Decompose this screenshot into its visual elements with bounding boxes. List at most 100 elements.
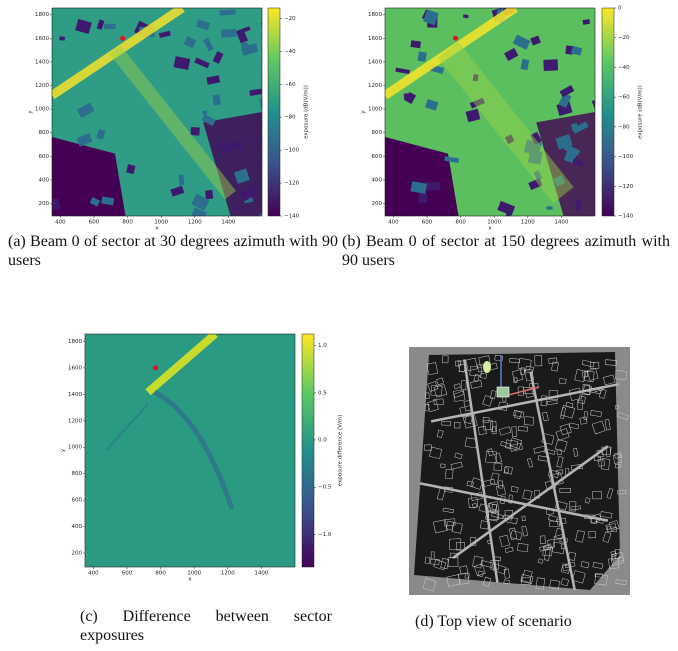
block-outline bbox=[613, 451, 623, 459]
block-outline bbox=[430, 551, 435, 560]
block-outline bbox=[517, 357, 532, 371]
shadow-blob bbox=[196, 19, 211, 31]
block-outline bbox=[542, 546, 553, 557]
x-tick-label: 1000 bbox=[487, 220, 501, 226]
block-outline bbox=[452, 389, 466, 402]
scenario-view bbox=[409, 347, 630, 595]
shadow-blob bbox=[395, 67, 410, 75]
shadow-blob bbox=[194, 57, 210, 69]
shadow-blob bbox=[546, 206, 553, 210]
transmitter bbox=[453, 35, 459, 41]
street bbox=[463, 359, 499, 583]
shadow-blob bbox=[191, 207, 208, 216]
block-outline bbox=[500, 441, 512, 449]
block-outline bbox=[608, 557, 620, 570]
block-outline bbox=[605, 446, 612, 457]
block-outline bbox=[424, 556, 431, 565]
block-outline bbox=[517, 426, 528, 432]
block-outline bbox=[433, 398, 444, 406]
block-outline bbox=[583, 370, 595, 382]
shadow-blob bbox=[104, 23, 116, 30]
block-outline bbox=[539, 543, 553, 552]
block-outline bbox=[589, 513, 602, 524]
y-tick-label: 600 bbox=[372, 154, 383, 160]
shadow-blob bbox=[410, 181, 428, 194]
scene-marker bbox=[496, 386, 510, 398]
x-tick-label: 1400 bbox=[221, 220, 235, 226]
block-outline bbox=[505, 439, 519, 450]
block-outline bbox=[521, 515, 526, 522]
y-tick-label: 200 bbox=[372, 201, 383, 207]
block-outline bbox=[497, 480, 504, 489]
block-outline bbox=[616, 490, 627, 495]
block-outline bbox=[470, 380, 483, 389]
block-outline bbox=[616, 411, 629, 421]
shadow-blob bbox=[462, 14, 469, 19]
heatmap-image bbox=[52, 8, 262, 216]
shadow-blob bbox=[417, 51, 427, 62]
transmitter bbox=[153, 365, 159, 371]
block-outline bbox=[451, 522, 463, 534]
shadow-blob bbox=[96, 19, 105, 30]
block-outline bbox=[482, 576, 492, 587]
shadow-blob bbox=[410, 40, 421, 49]
x-tick-label: 1000 bbox=[187, 571, 201, 577]
block-outline bbox=[511, 369, 524, 382]
block-outline bbox=[612, 453, 623, 464]
shadow-blob bbox=[504, 134, 515, 145]
block-outline bbox=[592, 491, 602, 500]
x-tick-label: 600 bbox=[89, 220, 100, 226]
caption: (b) Beam 0 of sector at 150 degrees azim… bbox=[342, 233, 670, 269]
block-outline bbox=[577, 395, 586, 405]
block-outline bbox=[511, 426, 518, 437]
shadow-blob bbox=[423, 181, 440, 191]
block-outline bbox=[554, 439, 568, 452]
shadow-blob bbox=[563, 143, 581, 157]
y-tick-label: 1400 bbox=[35, 59, 49, 65]
colorbar-label: exposure (dB(V/m)) bbox=[638, 85, 644, 139]
block-outline bbox=[487, 448, 494, 457]
block-outline bbox=[433, 559, 447, 571]
diff-streak bbox=[153, 390, 235, 510]
colorbar-tick-label: −60 bbox=[284, 82, 296, 88]
colorbar bbox=[301, 333, 315, 568]
low-region bbox=[52, 136, 126, 216]
block-outline bbox=[548, 472, 564, 487]
block-outline bbox=[592, 561, 604, 569]
block-outline bbox=[509, 358, 520, 364]
block-outline bbox=[433, 519, 448, 534]
shadow-blob bbox=[201, 114, 216, 127]
x-tick-label: 1200 bbox=[221, 571, 235, 577]
block-outline bbox=[615, 464, 621, 469]
x-tick-label: 1200 bbox=[521, 220, 535, 226]
block-outline bbox=[541, 411, 549, 422]
x-tick-label: 800 bbox=[122, 220, 133, 226]
block-outline bbox=[443, 518, 456, 527]
block-outline bbox=[575, 530, 585, 543]
shadow-blob bbox=[572, 121, 589, 134]
block-outline bbox=[499, 534, 510, 548]
x-tick-label: 800 bbox=[455, 220, 466, 226]
block-outline bbox=[615, 370, 627, 380]
shadow-blob bbox=[423, 9, 439, 26]
colorbar-tick-label: −100 bbox=[284, 148, 300, 154]
block-outline bbox=[526, 458, 534, 468]
colorbar-tick-label: −80 bbox=[284, 115, 296, 121]
shadow-blob bbox=[76, 102, 95, 118]
block-outline bbox=[503, 568, 510, 579]
shadow-blob bbox=[250, 46, 258, 53]
block-outline bbox=[468, 497, 479, 508]
block-outline bbox=[522, 489, 533, 501]
shadow-blob bbox=[75, 18, 92, 34]
block-outline bbox=[495, 484, 506, 497]
block-outline bbox=[580, 561, 590, 569]
block-outline bbox=[465, 357, 478, 372]
block-outline bbox=[593, 455, 601, 462]
block-outline bbox=[510, 530, 523, 541]
block-outline bbox=[503, 465, 513, 475]
shadow-blob bbox=[239, 184, 258, 202]
colorbar-tick-label: −80 bbox=[618, 124, 630, 130]
block-outline bbox=[559, 423, 572, 436]
shadow-blob bbox=[533, 170, 543, 181]
x-tick-label: 600 bbox=[122, 571, 133, 577]
